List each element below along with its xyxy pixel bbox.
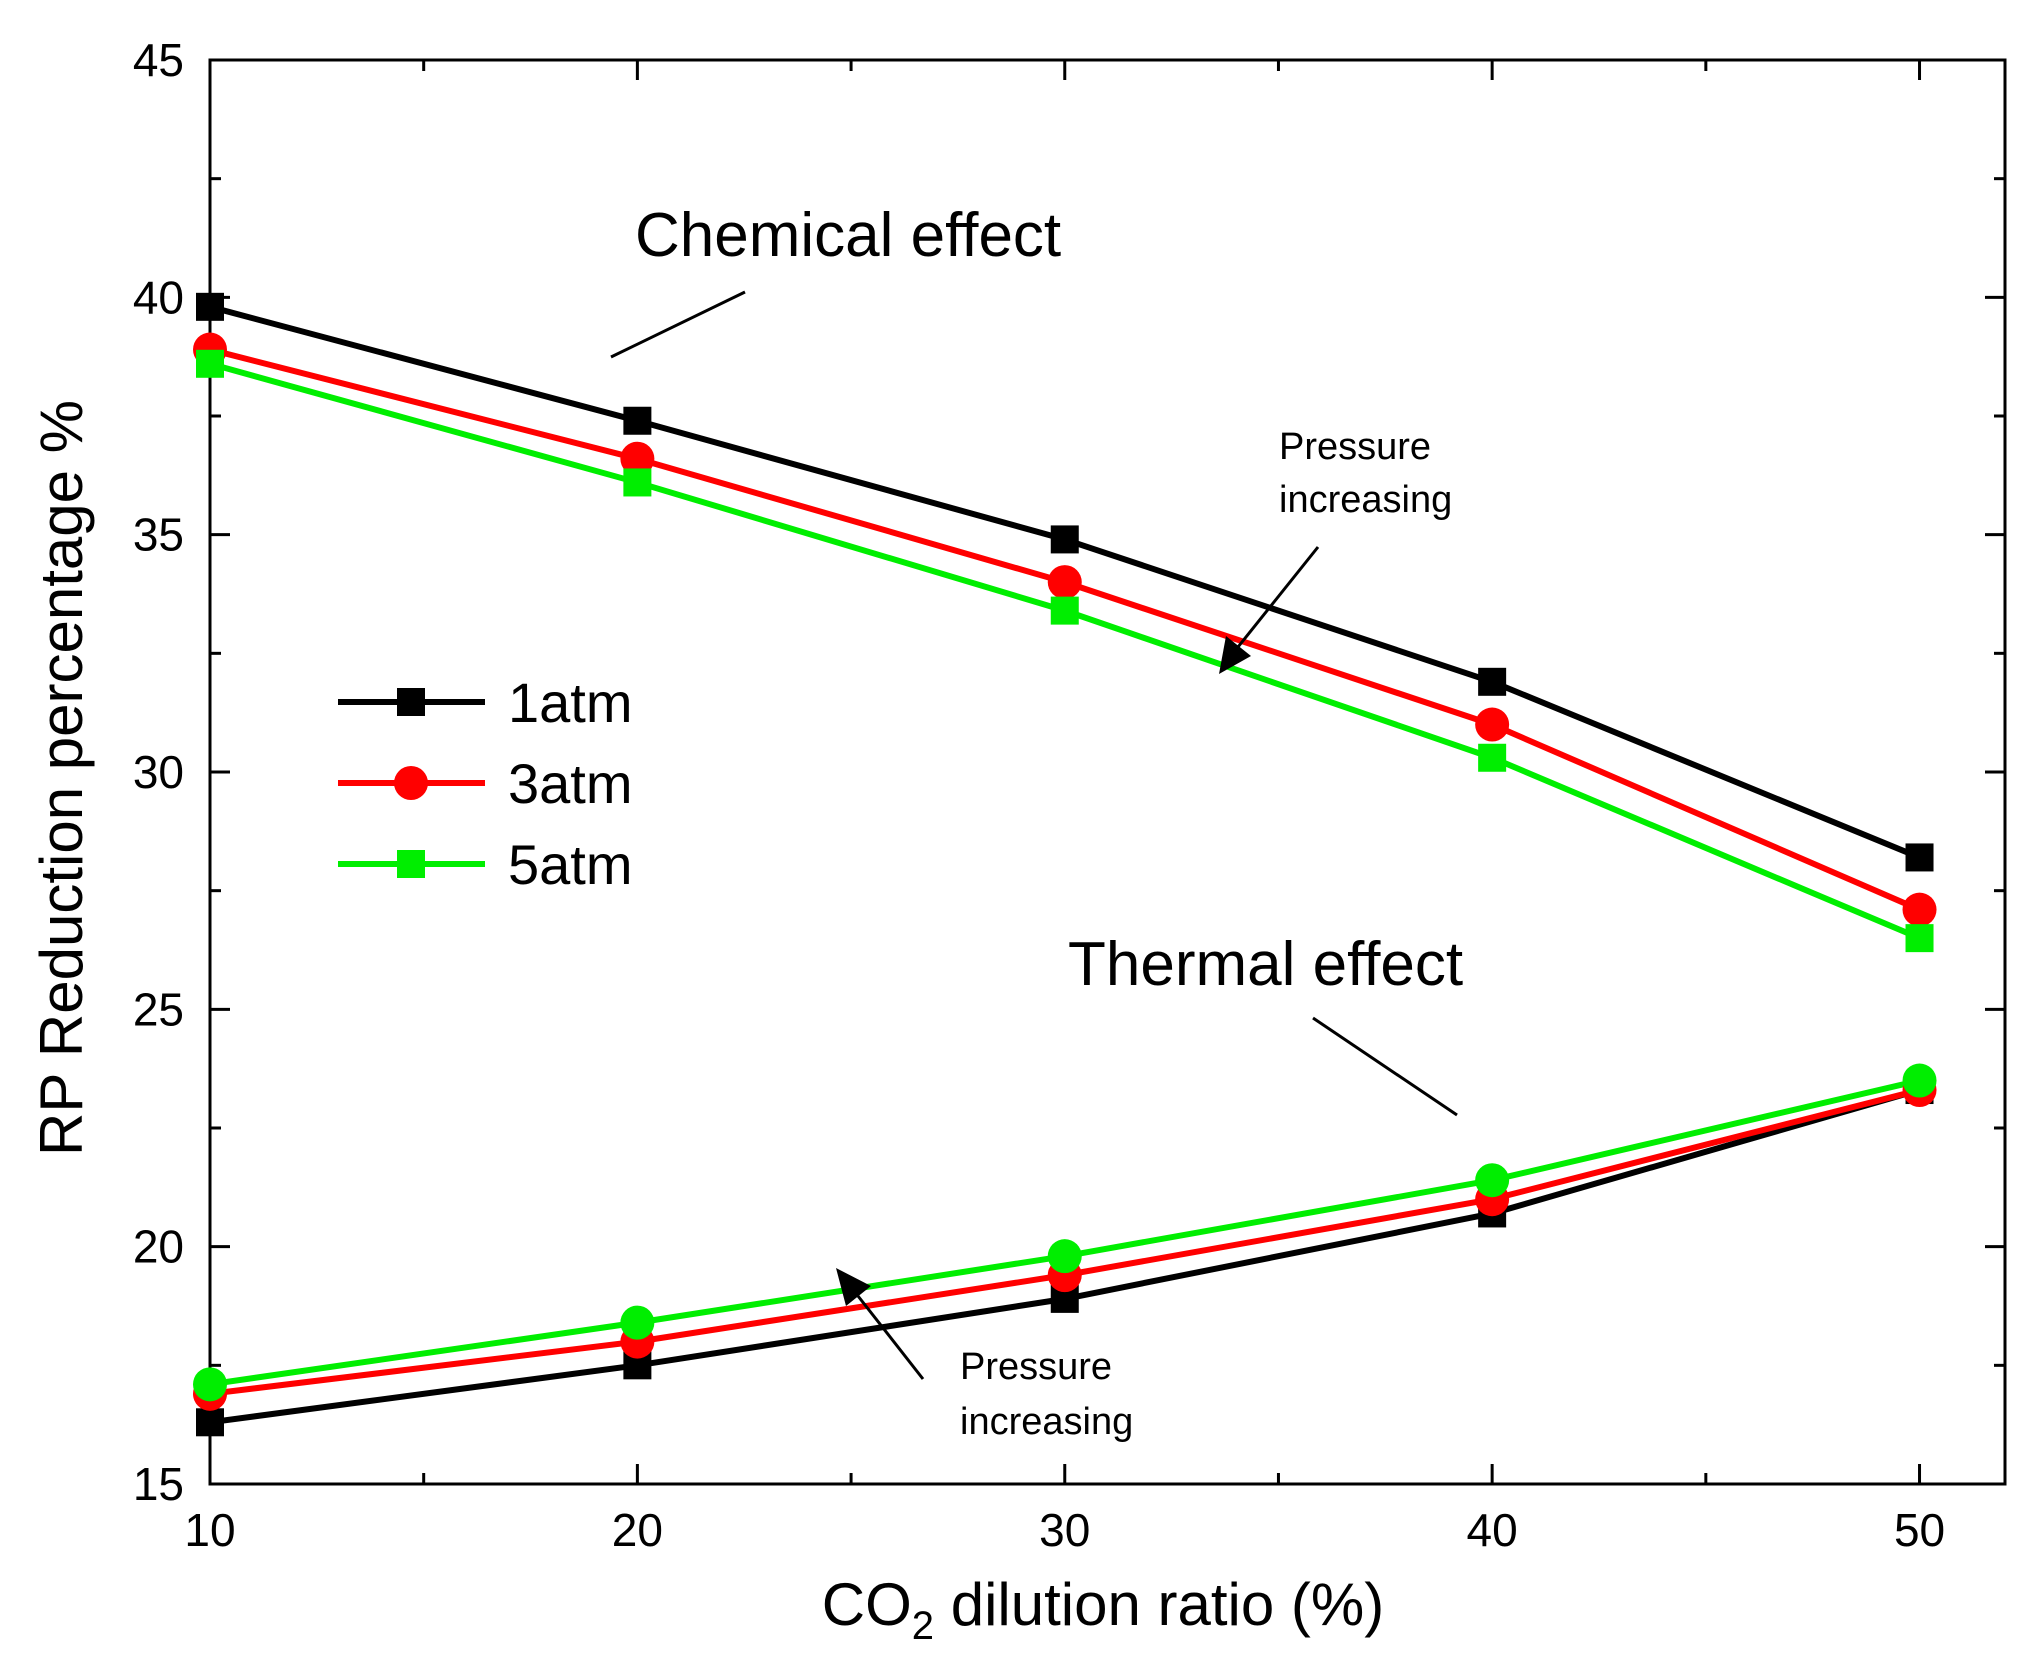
point-chemical-effect-5atm-30 xyxy=(1050,596,1079,625)
y-tick-label-20: 20 xyxy=(133,1221,184,1273)
x-axis-title: CO2 dilution ratio (%) xyxy=(822,1571,1384,1648)
point-chemical-effect-5atm-40 xyxy=(1478,743,1507,772)
point-chemical-effect-5atm-20 xyxy=(623,468,652,497)
pressure-top-label-line2: increasing xyxy=(1279,479,1452,521)
pressure-bottom-label-line1: Pressure xyxy=(960,1346,1112,1388)
series-line-thermal-effect-5atm xyxy=(209,1077,1921,1388)
series-markers xyxy=(193,292,1937,1437)
point-thermal-effect-5atm-10 xyxy=(193,1367,227,1402)
x-axis-title-main: CO xyxy=(822,1571,912,1638)
legend-marker-5atm xyxy=(397,850,425,878)
point-thermal-effect-5atm-50 xyxy=(1902,1063,1937,1098)
legend-label-1atm: 1atm xyxy=(508,671,633,734)
legend-label-3atm: 3atm xyxy=(508,752,633,815)
pressure-bottom-arrow-shaft xyxy=(856,1295,925,1380)
point-chemical-effect-1atm-40 xyxy=(1478,667,1507,696)
y-tick-label-45: 45 xyxy=(133,34,184,86)
pressure-top-arrow-shaft xyxy=(1236,546,1320,648)
point-chemical-effect-1atm-20 xyxy=(623,406,652,435)
pressure-bottom-label-line2: increasing xyxy=(960,1401,1133,1443)
point-chemical-effect-1atm-10 xyxy=(196,292,224,321)
axis-ticks: 10 20 30 40 50 15 20 25 30 35 40 45 xyxy=(133,34,2005,1556)
point-chemical-effect-1atm-30 xyxy=(1050,525,1079,554)
x-tick-label-50: 50 xyxy=(1894,1504,1945,1556)
y-tick-label-30: 30 xyxy=(133,746,184,798)
point-thermal-effect-1atm-10 xyxy=(196,1408,224,1437)
chemical-effect-label: Chemical effect xyxy=(635,201,1061,270)
x-tick-label-30: 30 xyxy=(1039,1504,1090,1556)
legend-marker-3atm xyxy=(394,766,428,800)
pressure-top-arrow-head xyxy=(1219,636,1251,674)
y-axis-title: RP Reduction percentage % xyxy=(28,400,95,1156)
x-tick-label-40: 40 xyxy=(1467,1504,1518,1556)
y-tick-label-25: 25 xyxy=(133,983,184,1035)
thermal-effect-label: Thermal effect xyxy=(1068,930,1463,999)
thermal-effect-leader xyxy=(1312,1016,1458,1117)
chemical-effect-leader xyxy=(610,290,746,359)
y-tick-label-35: 35 xyxy=(133,509,184,561)
legend-marker-1atm xyxy=(397,688,425,716)
series-line-chemical-effect-5atm xyxy=(209,360,1921,941)
point-thermal-effect-5atm-30 xyxy=(1047,1239,1082,1274)
point-chemical-effect-3atm-30 xyxy=(1047,565,1082,600)
x-axis-title-subscript: 2 xyxy=(912,1604,934,1648)
point-chemical-effect-3atm-40 xyxy=(1475,707,1510,742)
point-chemical-effect-1atm-50 xyxy=(1905,843,1934,872)
x-tick-label-10: 10 xyxy=(184,1504,235,1556)
point-chemical-effect-3atm-20 xyxy=(620,441,655,476)
point-thermal-effect-5atm-40 xyxy=(1475,1163,1510,1198)
x-tick-label-20: 20 xyxy=(612,1504,663,1556)
point-chemical-effect-5atm-10 xyxy=(196,349,224,378)
pressure-bottom-arrow-head xyxy=(836,1268,871,1306)
pressure-top-label-line1: Pressure xyxy=(1279,426,1431,468)
point-chemical-effect-3atm-50 xyxy=(1902,892,1937,927)
x-axis-title-rest: dilution ratio (%) xyxy=(934,1571,1384,1638)
y-tick-label-40: 40 xyxy=(133,271,184,323)
point-chemical-effect-5atm-50 xyxy=(1905,924,1934,953)
point-thermal-effect-5atm-20 xyxy=(620,1305,655,1340)
legend: 1atm 3atm 5atm xyxy=(338,671,633,896)
y-tick-label-15: 15 xyxy=(133,1458,184,1510)
legend-label-5atm: 5atm xyxy=(508,833,633,896)
